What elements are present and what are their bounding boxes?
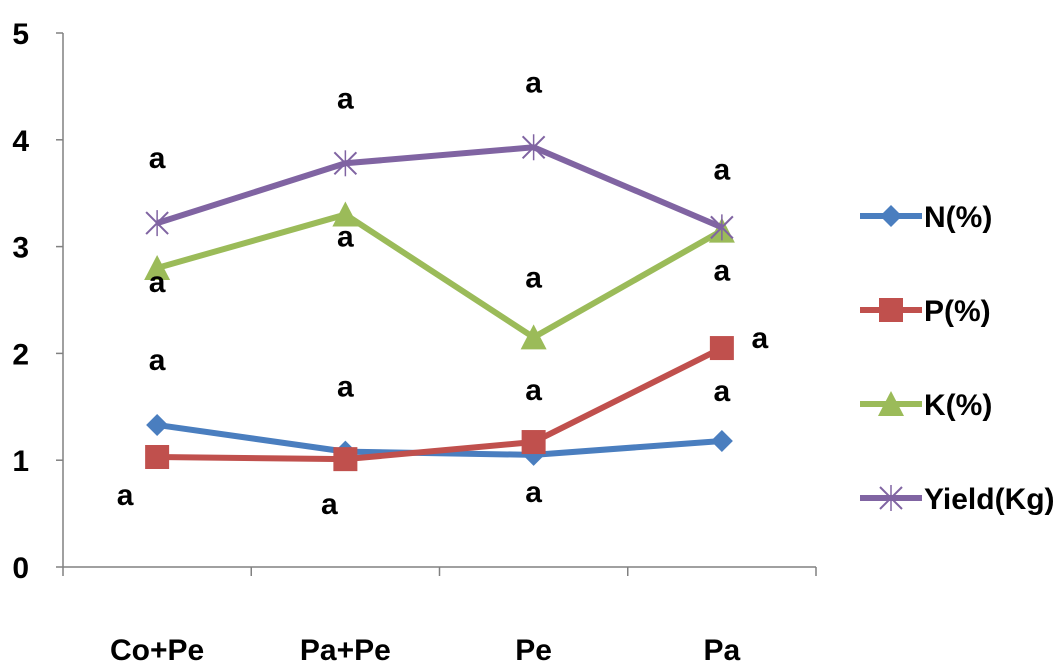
significance-label: a bbox=[525, 476, 542, 509]
significance-label: a bbox=[337, 82, 354, 115]
significance-label: a bbox=[714, 255, 731, 288]
significance-label: a bbox=[525, 374, 542, 407]
legend-label: K(%) bbox=[924, 389, 992, 422]
x-tick-label: Pe bbox=[515, 634, 552, 667]
data-point-n bbox=[146, 413, 169, 436]
series-k bbox=[144, 201, 735, 350]
legend-item-n: N(%) bbox=[860, 201, 992, 234]
significance-label: a bbox=[149, 266, 166, 299]
y-tick-label: 3 bbox=[12, 232, 29, 265]
data-point-p bbox=[145, 444, 170, 469]
significance-label: a bbox=[525, 261, 542, 294]
legend-label: Yield(Kg) bbox=[924, 483, 1054, 516]
legend-marker bbox=[879, 298, 903, 322]
data-point-k bbox=[520, 324, 547, 350]
legend-marker bbox=[878, 391, 904, 416]
axes: 0 1 2 3 4 5 Co+Pe Pa+Pe Pe Pa bbox=[12, 18, 817, 667]
data-point-yield-kg bbox=[145, 210, 169, 237]
legend-item-yield-kg: Yield(Kg) bbox=[860, 483, 1054, 516]
data-point-yield-kg bbox=[333, 150, 358, 177]
data-point-yield-kg bbox=[710, 214, 734, 241]
data-point-yield-kg bbox=[521, 134, 546, 161]
y-tick-label: 5 bbox=[12, 18, 29, 51]
x-tick-label: Pa+Pe bbox=[300, 634, 391, 667]
series-line-p bbox=[157, 345, 724, 463]
x-tick-label: Co+Pe bbox=[110, 634, 204, 667]
significance-label: a bbox=[337, 221, 354, 254]
data-point-k bbox=[144, 254, 171, 280]
series-line-yield-kg bbox=[156, 144, 724, 231]
series-yield-kg bbox=[145, 134, 734, 241]
x-tick-label: Pa bbox=[704, 634, 741, 667]
significance-label: a bbox=[149, 142, 166, 175]
data-point-n bbox=[710, 429, 733, 452]
legend-marker bbox=[879, 485, 903, 511]
y-tick-label: 4 bbox=[12, 125, 29, 158]
legend-label: P(%) bbox=[924, 295, 991, 328]
significance-label: a bbox=[321, 488, 338, 521]
legend-marker bbox=[880, 205, 902, 227]
significance-label: a bbox=[714, 375, 731, 408]
series-line-k bbox=[156, 211, 724, 341]
legend-label: N(%) bbox=[924, 201, 992, 234]
legend-item-p: P(%) bbox=[860, 295, 991, 328]
significance-label: a bbox=[714, 153, 731, 186]
legend: N(%) P(%) K(%) Yield(Kg) bbox=[860, 201, 1054, 516]
series-p bbox=[145, 336, 734, 472]
series-layer bbox=[144, 134, 735, 472]
significance-label: a bbox=[752, 322, 769, 355]
significance-label: a bbox=[149, 344, 166, 377]
data-point-p bbox=[709, 336, 734, 361]
significance-label: a bbox=[117, 479, 134, 512]
data-point-p bbox=[521, 430, 546, 455]
y-tick-label: 0 bbox=[12, 552, 29, 585]
significance-label: a bbox=[337, 371, 354, 404]
y-tick-label: 2 bbox=[12, 338, 29, 371]
data-point-k bbox=[332, 201, 359, 227]
significance-label: a bbox=[525, 66, 542, 99]
y-tick-label: 1 bbox=[12, 445, 29, 478]
data-point-p bbox=[333, 447, 358, 472]
legend-item-k: K(%) bbox=[860, 389, 992, 422]
